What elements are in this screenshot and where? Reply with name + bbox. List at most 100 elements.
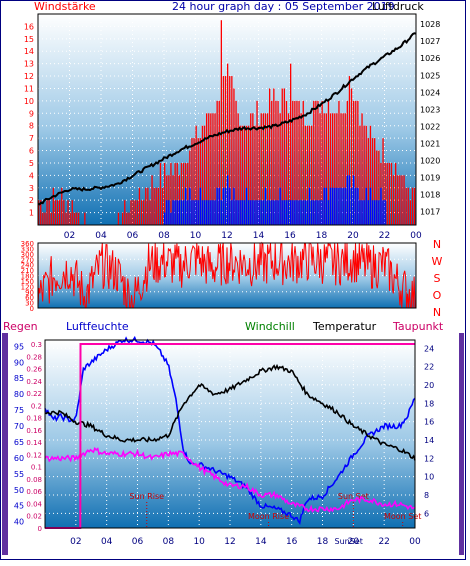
wind-mean-bar: [273, 200, 275, 225]
wind-gust-bar: [277, 100, 279, 225]
wind-mean-bar: [311, 200, 313, 225]
hour-tick-label: 10: [193, 537, 205, 547]
wind-gust-bar: [401, 175, 403, 225]
wind-mean-bar: [361, 200, 363, 225]
wind-mean-bar: [369, 187, 372, 225]
hour-tick-label: 08: [158, 231, 170, 241]
compass-label: N: [433, 306, 441, 319]
wind-gust-bar: [201, 125, 204, 225]
wind-mean-bar: [317, 200, 319, 225]
temperature-tick-label: 20: [424, 381, 434, 390]
wind-gust-bar: [252, 113, 254, 225]
wind-mean-bar: [193, 200, 195, 225]
wind-mean-bar: [313, 200, 315, 225]
rain-tick-label: 0.22: [26, 390, 42, 398]
wind-mean-bar: [239, 200, 241, 225]
rain-tick-label: 0.1: [31, 464, 42, 472]
hour-tick-label: 22: [378, 537, 389, 547]
wind-gust-bar: [214, 113, 216, 225]
wind-mean-bar: [176, 200, 178, 225]
wind-mean-bar: [283, 200, 285, 225]
wind-mean-bar: [315, 200, 317, 225]
wind-gust-bar: [317, 100, 319, 225]
wind-mean-bar: [208, 200, 210, 225]
wind-mean-bar: [178, 200, 180, 225]
wind-tick-label: 5: [29, 159, 34, 168]
direction-tick-label: 300: [21, 251, 34, 259]
humidity-tick-label: 95: [14, 342, 24, 351]
direction-tick-label: 120: [21, 283, 34, 291]
humidity-tick-label: 75: [14, 406, 24, 415]
wind-mean-bar: [218, 187, 220, 225]
wind-gust-bar: [153, 187, 155, 225]
wind-gust-bar: [143, 200, 145, 225]
wind-gust-bar: [290, 63, 292, 225]
sun-moon-label: SunSet: [335, 537, 363, 546]
humidity-tick-label: 80: [14, 390, 24, 399]
wind-mean-bar: [380, 187, 382, 225]
pressure-tick-label: 1023: [420, 105, 440, 114]
wind-gust-bar: [292, 100, 294, 225]
wind-mean-bar: [166, 200, 168, 225]
wind-gust-bar: [363, 125, 365, 225]
hour-tick-label: 00: [410, 231, 422, 241]
wind-gust-bar: [346, 100, 348, 225]
wind-gust-bar: [208, 113, 210, 225]
wind-mean-bar: [344, 187, 346, 225]
pressure-tick-label: 1017: [420, 207, 440, 216]
wind-gust-bar: [128, 212, 130, 225]
wind-mean-bar: [271, 200, 273, 225]
rain-tick-label: 0.28: [26, 353, 42, 361]
wind-gust-bar: [386, 162, 388, 225]
wind-gust-bar: [235, 100, 237, 225]
wind-gust-bar: [336, 113, 338, 225]
wind-gust-bar: [325, 113, 327, 225]
wind-gust-bar: [245, 125, 248, 225]
wind-gust-bar: [191, 138, 193, 225]
wind-mean-bar: [258, 200, 260, 225]
humidity-series-line: [44, 335, 416, 525]
wind-direction-line: [37, 241, 416, 309]
wind-gust-bar: [243, 125, 246, 225]
wind-mean-bar: [359, 200, 361, 225]
wind-gust-bar: [250, 113, 252, 225]
wind-mean-bar: [195, 200, 197, 225]
wind-mean-bar: [248, 200, 250, 225]
direction-tick-label: 210: [21, 267, 34, 275]
wind-gust-bar: [59, 200, 61, 225]
wind-mean-bar: [245, 187, 248, 225]
wind-gust-bar: [275, 100, 277, 225]
hour-tick-label: 12: [221, 231, 232, 241]
wind-gust-bar: [273, 88, 275, 226]
wind-gust-bar: [271, 100, 273, 225]
hour-tick-label: 12: [224, 537, 235, 547]
rain-tick-label: 0.2: [31, 402, 42, 410]
wind-speed-bars: [38, 20, 416, 226]
wind-gust-bar: [130, 200, 132, 225]
wind-gust-bar: [311, 125, 313, 225]
wind-gust-bar: [256, 100, 258, 225]
wind-gust-bar: [369, 125, 372, 225]
pressure-tick-label: 1021: [420, 139, 440, 148]
wind-gust-bar: [69, 212, 71, 225]
wind-gust-bar: [254, 125, 256, 225]
wind-gust-bar: [285, 100, 288, 225]
direction-tick-label: 30: [25, 300, 34, 308]
rain-tick-label: 0.3: [31, 341, 42, 349]
wind-mean-bar: [237, 200, 239, 225]
wind-mean-bar: [206, 200, 208, 225]
wind-gust-bar: [264, 113, 267, 225]
wind-gust-bar: [313, 100, 315, 225]
wind-gust-bar: [187, 162, 189, 225]
wind-mean-bar: [357, 187, 359, 225]
legend-luftfeuchte: Luftfeuchte: [66, 320, 129, 333]
sun-moon-label: Moon Rise: [248, 512, 289, 521]
wind-gust-bar: [376, 150, 378, 225]
temperature-tick-label: 6: [424, 509, 429, 518]
wind-gust-bar: [367, 138, 369, 225]
wind-mean-bar: [201, 200, 204, 225]
wind-tick-label: 6: [29, 147, 34, 156]
